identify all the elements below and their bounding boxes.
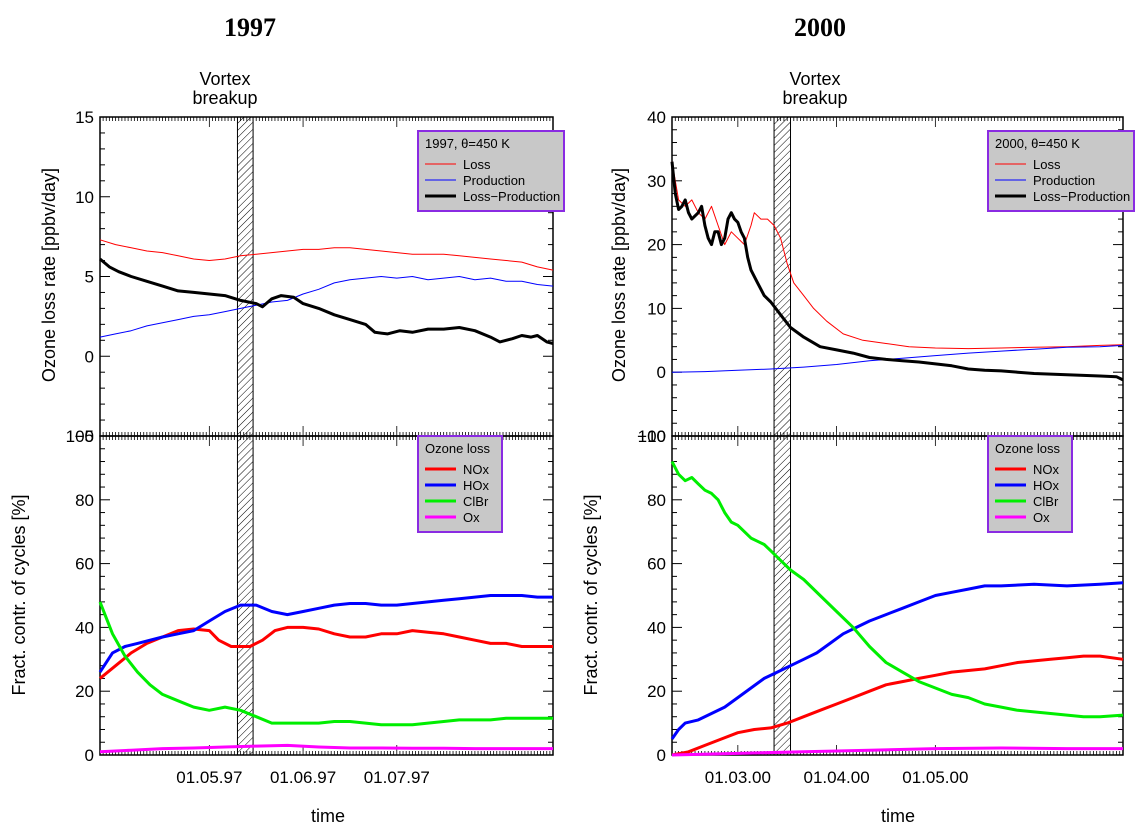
x-tick-label: 01.05.00 [902, 768, 968, 787]
top-series-production [671, 344, 1124, 373]
top-y-tick-label: 15 [75, 108, 94, 127]
top-y-tick-label: 0 [85, 347, 94, 366]
top-y-tick-label: 0 [657, 363, 666, 382]
bottom-series-hox [670, 581, 1124, 740]
top-y-axis-label: Ozone loss rate [ppbv/day] [39, 168, 59, 382]
top-y-tick-label: 40 [647, 108, 666, 127]
panel-1997: 1997 Vortex breakup Ozone loss rate [ppb… [9, 13, 565, 826]
bottom-y-tick-label: 40 [647, 618, 666, 637]
legend-label-hox: HOx [463, 478, 490, 493]
legend-label-nox: NOx [1033, 462, 1060, 477]
panel-title: 2000 [794, 13, 846, 42]
bottom-series-ox [671, 746, 1123, 757]
legend-label-production: Production [1033, 173, 1095, 188]
bottom-y-tick-label: 100 [66, 427, 94, 446]
top-series-production [99, 276, 554, 338]
vortex-label-line1: Vortex [199, 69, 250, 89]
top-y-tick-label: −10 [637, 427, 666, 446]
legend-label-loss-production: Loss−Production [1033, 189, 1130, 204]
top-series-loss-production [670, 161, 1124, 382]
bottom-legend-title: Ozone loss [995, 441, 1061, 456]
top-y-tick-label: 20 [647, 236, 666, 255]
top-y-tick-label: 10 [647, 299, 666, 318]
top-legend-box [417, 130, 565, 212]
bottom-plot-frame [99, 435, 554, 756]
bottom-y-tick-label: 20 [647, 682, 666, 701]
bottom-series-nox [671, 654, 1124, 757]
panel-2000: 2000 Vortex breakup Ozone loss rate [ppb… [581, 13, 1135, 826]
x-tick-label: 01.06.97 [270, 768, 336, 787]
bottom-plot-frame [671, 435, 1124, 756]
bottom-y-tick-label: 20 [75, 682, 94, 701]
x-tick-label: 01.07.97 [364, 768, 430, 787]
top-legend-title: 1997, θ=450 K [425, 136, 510, 151]
top-legend: 2000, θ=450 K Loss Production Loss−Produ… [987, 130, 1135, 212]
top-y-tick-label: −5 [75, 427, 94, 446]
top-y-tick-label: 30 [647, 172, 666, 191]
x-tick-label: 01.05.97 [176, 768, 242, 787]
bottom-series-ox [99, 743, 553, 754]
top-legend-box [987, 130, 1135, 212]
bottom-series-hox [98, 594, 553, 673]
bottom-y-tick-label: 0 [85, 746, 94, 765]
legend-label-loss: Loss [1033, 157, 1061, 172]
bottom-y-tick-label: 80 [75, 491, 94, 510]
top-y-axis-label: Ozone loss rate [ppbv/day] [609, 168, 629, 382]
x-tick-label: 01.03.00 [705, 768, 771, 787]
legend-label-production: Production [463, 173, 525, 188]
bottom-legend: Ozone loss NOx HOx ClBr Ox [987, 435, 1073, 533]
legend-label-loss: Loss [463, 157, 491, 172]
vortex-label-line2: breakup [782, 88, 847, 108]
x-tick-label: 01.04.00 [804, 768, 870, 787]
bottom-series-nox [99, 625, 553, 680]
bottom-y-tick-label: 100 [638, 427, 666, 446]
bottom-y-tick-label: 80 [647, 491, 666, 510]
x-axis-label: time [311, 806, 345, 826]
bottom-y-tick-label: 60 [647, 555, 666, 574]
top-y-tick-label: 5 [85, 268, 94, 287]
legend-label-clbr: ClBr [463, 494, 489, 509]
legend-label-clbr: ClBr [1033, 494, 1059, 509]
legend-label-nox: NOx [463, 462, 490, 477]
top-legend-title: 2000, θ=450 K [995, 136, 1080, 151]
top-series-loss [99, 239, 554, 271]
legend-label-loss-production: Loss−Production [463, 189, 560, 204]
bottom-y-tick-label: 0 [657, 746, 666, 765]
vortex-label-line1: Vortex [789, 69, 840, 89]
bottom-series-clbr [98, 601, 553, 727]
x-axis-label: time [881, 806, 915, 826]
panel-title: 1997 [224, 13, 276, 42]
top-series-loss [671, 161, 1124, 350]
top-y-tick-label: 10 [75, 188, 94, 207]
bottom-series-clbr [670, 460, 1124, 719]
bottom-y-axis-label: Fract. contr. of cycles [%] [581, 494, 601, 695]
bottom-legend: Ozone loss NOx HOx ClBr Ox [417, 435, 503, 533]
top-legend: 1997, θ=450 K Loss Production Loss−Produ… [417, 130, 565, 212]
legend-label-ox: Ox [463, 510, 480, 525]
bottom-legend-title: Ozone loss [425, 441, 491, 456]
legend-label-hox: HOx [1033, 478, 1060, 493]
legend-label-ox: Ox [1033, 510, 1050, 525]
bottom-y-tick-label: 60 [75, 555, 94, 574]
bottom-y-axis-label: Fract. contr. of cycles [%] [9, 494, 29, 695]
bottom-y-tick-label: 40 [75, 618, 94, 637]
vortex-label-line2: breakup [192, 88, 257, 108]
top-series-loss-production [99, 257, 554, 345]
